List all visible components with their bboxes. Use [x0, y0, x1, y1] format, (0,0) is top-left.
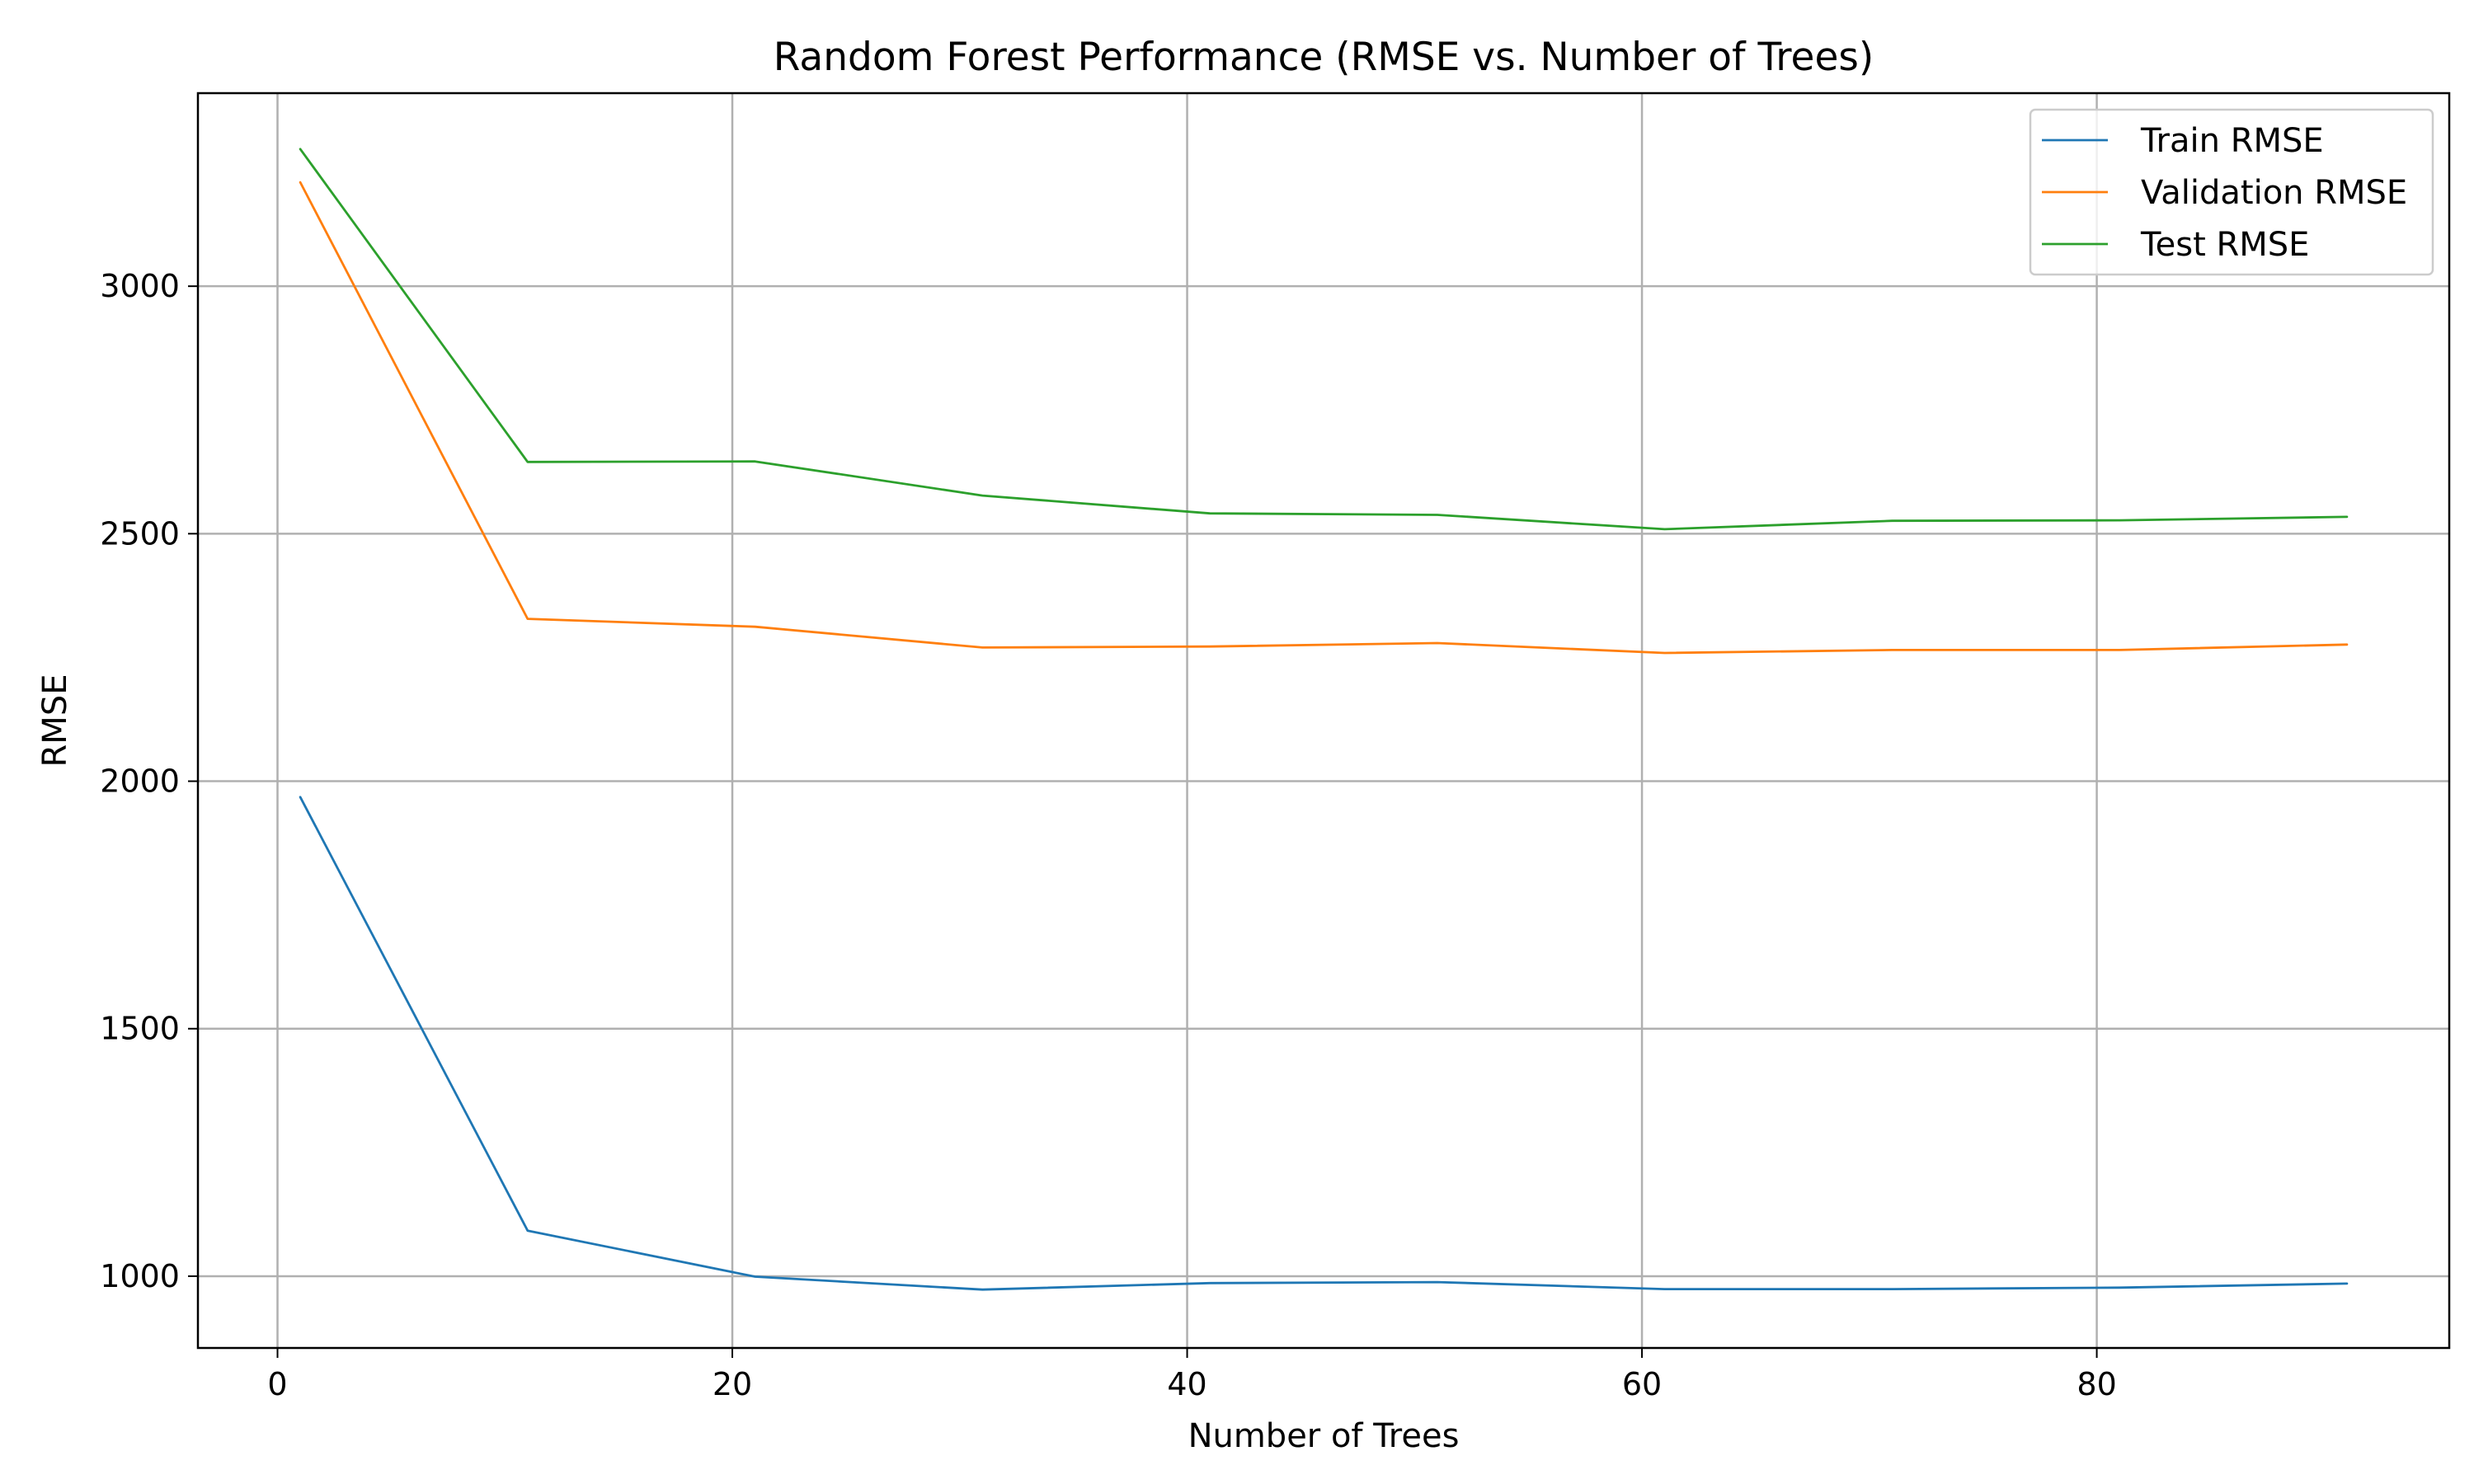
validation-rmse-line — [299, 181, 2349, 655]
y-tick-label: 1500 — [100, 1011, 180, 1047]
x-tick-label: 80 — [2077, 1366, 2116, 1402]
y-tick-label: 2000 — [100, 763, 180, 800]
x-tick-label: 40 — [1167, 1366, 1206, 1402]
y-tick-label: 3000 — [100, 268, 180, 304]
test-rmse-line — [299, 148, 2349, 531]
y-axis-label: RMSE — [36, 674, 74, 768]
plot-frame — [196, 92, 2451, 1350]
y-tick-label: 2500 — [100, 515, 180, 552]
grid — [198, 93, 2449, 1348]
test-rmse-legend-label: Test RMSE — [2140, 226, 2309, 264]
x-tick-label: 20 — [713, 1366, 752, 1402]
y-tick-label: 1000 — [100, 1258, 180, 1294]
train-rmse-line — [299, 796, 2349, 1291]
train-rmse-legend-label: Train RMSE — [2140, 122, 2324, 160]
legend: Train RMSE Validation RMSE Test RMSE — [2029, 108, 2434, 276]
chart-title: Random Forest Performance (RMSE vs. Numb… — [774, 35, 1874, 80]
x-axis-ticks: 0 20 40 60 80 — [267, 1348, 2117, 1402]
legend-box — [2029, 108, 2434, 276]
x-axis-label: Number of Trees — [1188, 1417, 1460, 1455]
validation-rmse-legend-label: Validation RMSE — [2141, 174, 2407, 212]
x-tick-label: 60 — [1622, 1366, 1662, 1402]
series-lines — [299, 148, 2349, 1291]
y-axis-ticks: 1000 1500 2000 2500 3000 — [100, 268, 198, 1294]
x-tick-label: 0 — [267, 1366, 287, 1402]
